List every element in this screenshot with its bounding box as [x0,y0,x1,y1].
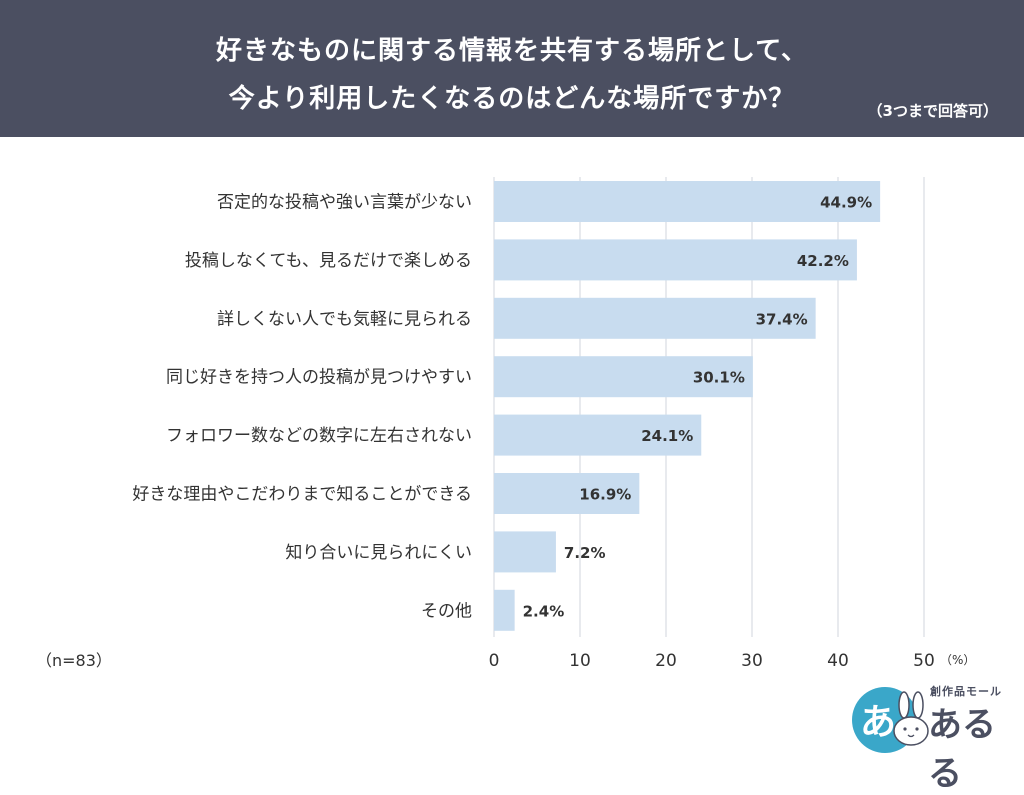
tick-label: 30 [741,651,763,671]
bar-chart: 否定的な投稿や強い言葉が少ない 44.9% 投稿しなくても、見るだけで楽しめる 42.… [36,177,975,671]
chart-title-line-1: 好きなものに関する情報を共有する場所として、 [216,36,808,66]
category-label: 詳しくない人でも気軽に見られる [217,309,472,329]
tick-label: 20 [655,651,677,671]
logo-mark: あ [860,701,897,743]
bar [494,356,753,398]
bar [494,531,556,573]
value-label: 24.1% [641,427,693,445]
sample-size-note: （n=83） [36,651,112,670]
brand-logo: あ 創作品モール あるる [852,683,1012,794]
tick-label: 10 [569,651,591,671]
value-label: 44.9% [820,194,872,212]
category-label: 同じ好きを持つ人の投稿が見つけやすい [166,368,472,388]
x-unit-label: （%） [940,653,975,667]
bar [494,473,640,514]
value-label: 2.4% [523,602,565,620]
logo-name: あるる [928,705,996,794]
chart-title-line-2: 今より利用したくなるのはどんな場所ですか？ [228,84,796,114]
bar [494,589,515,631]
logo-subtitle: 創作品モール [930,685,1002,698]
tick-label: 40 [827,651,849,671]
tick-label: 0 [489,651,500,671]
category-label: 投稿しなくても、見るだけで楽しめる [185,251,472,271]
bar [494,297,816,339]
value-label: 16.9% [579,486,631,504]
value-label: 37.4% [756,310,808,328]
category-label: 知り合いに見られにくい [285,543,472,563]
category-label: 否定的な投稿や強い言葉が少ない [217,193,472,213]
value-label: 7.2% [564,544,606,562]
category-label: フォロワー数などの数字に左右されない [166,426,472,446]
bar [494,181,881,222]
value-label: 30.1% [693,369,745,387]
bar [494,414,702,456]
bar [494,239,857,281]
category-label: 好きな理由やこだわりまで知ることができる [132,485,472,505]
answer-note: （3つまで回答可） [867,102,998,120]
tick-label: 50 [913,651,935,671]
header-banner: 好きなものに関する情報を共有する場所として、 今より利用したくなるのはどんな場所… [0,0,1024,137]
category-label: その他 [421,601,472,621]
value-label: 42.2% [797,252,849,270]
rabbit-icon [893,691,929,746]
